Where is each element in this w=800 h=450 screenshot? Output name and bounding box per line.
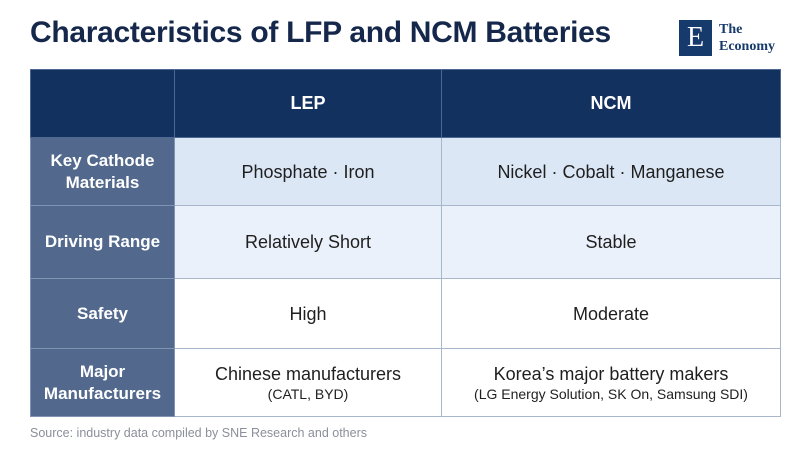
source-note: Source: industry data compiled by SNE Re… bbox=[30, 426, 367, 440]
ncm-manufacturers-list: (LG Energy Solution, SK On, Samsung SDI) bbox=[474, 385, 748, 402]
comparison-table: LEP NCM Key Cathode Materials Phosphate … bbox=[30, 69, 781, 417]
lfp-manufacturers-list: (CATL, BYD) bbox=[267, 385, 349, 402]
table-header-row: LEP NCM bbox=[30, 69, 781, 138]
header-ncm: NCM bbox=[441, 69, 781, 138]
header-lfp: LEP bbox=[174, 69, 442, 138]
table-row: Major Manufacturers Chinese manufacturer… bbox=[30, 348, 781, 417]
logo-wordmark: The Economy bbox=[719, 21, 775, 55]
page-title: Characteristics of LFP and NCM Batteries bbox=[30, 16, 611, 49]
logo-line-1: The bbox=[719, 22, 743, 37]
header-corner-cell bbox=[30, 69, 175, 138]
cell-ncm-safety: Moderate bbox=[441, 278, 781, 349]
cell-lfp-cathode: Phosphate · Iron bbox=[174, 137, 442, 206]
cell-ncm-manufacturers: Korea’s major battery makers (LG Energy … bbox=[441, 348, 781, 417]
table-row: Key Cathode Materials Phosphate · Iron N… bbox=[30, 137, 781, 206]
cell-ncm-cathode: Nickel · Cobalt · Manganese bbox=[441, 137, 781, 206]
the-economy-logo: E The Economy bbox=[679, 20, 789, 56]
cell-lfp-manufacturers: Chinese manufacturers (CATL, BYD) bbox=[174, 348, 442, 417]
row-label-driving-range: Driving Range bbox=[30, 205, 175, 279]
table-row: Driving Range Relatively Short Stable bbox=[30, 205, 781, 279]
logo-line-2: Economy bbox=[719, 39, 775, 54]
logo-mark: E bbox=[679, 20, 712, 56]
lfp-manufacturers-main: Chinese manufacturers bbox=[214, 363, 402, 384]
cell-lfp-safety: High bbox=[174, 278, 442, 349]
row-label-cathode: Key Cathode Materials bbox=[30, 137, 175, 206]
cell-lfp-driving-range: Relatively Short bbox=[174, 205, 442, 279]
table-row: Safety High Moderate bbox=[30, 278, 781, 349]
cell-ncm-driving-range: Stable bbox=[441, 205, 781, 279]
ncm-manufacturers-main: Korea’s major battery makers bbox=[493, 363, 729, 384]
row-label-safety: Safety bbox=[30, 278, 175, 349]
row-label-manufacturers: Major Manufacturers bbox=[30, 348, 175, 417]
